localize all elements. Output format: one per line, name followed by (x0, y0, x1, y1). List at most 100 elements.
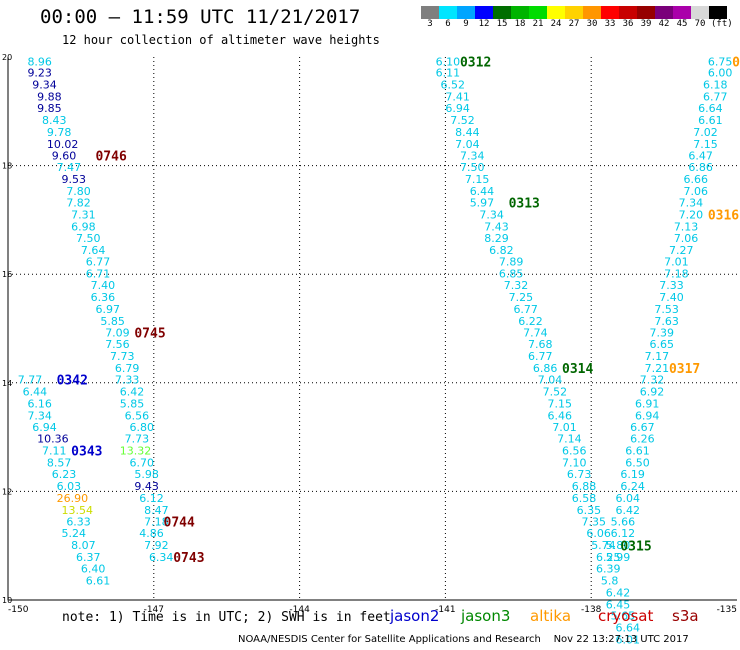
wave-height-label: 5.85 (120, 397, 145, 410)
wave-height-label: 8.43 (42, 114, 67, 127)
colorbar-swatch (709, 6, 727, 19)
wave-height-label: 6.50 (625, 457, 650, 470)
wave-height-label: 9.23 (27, 67, 52, 80)
wave-height-label: 6.44 (23, 385, 48, 398)
wave-height-label: 6.98 (71, 220, 96, 233)
wave-height-label: 7.92 (144, 539, 169, 552)
wave-height-label: 6.85 (499, 268, 524, 281)
wave-height-label: 7.32 (504, 279, 528, 292)
wave-height-label: 6.10 (436, 55, 461, 68)
wave-height-label: 7.21 (645, 362, 670, 375)
colorbar (421, 6, 727, 19)
pass-time-label: 0313 (509, 197, 540, 212)
wave-height-label: 7.13 (674, 220, 699, 233)
legend-item: jason2 (390, 607, 440, 625)
wave-height-label: 6.01 (616, 634, 641, 647)
wave-height-label: 13.54 (61, 504, 93, 517)
colorbar-label: (ft) (711, 19, 733, 29)
wave-height-label: 6.18 (703, 79, 728, 92)
y-tick-label: 16 (2, 270, 12, 279)
colorbar-swatch (547, 6, 565, 19)
wave-height-label: 6.52 (441, 79, 466, 92)
colorbar-label: 9 (463, 19, 469, 29)
pass-time-label: 0744 (164, 515, 195, 530)
wave-height-label: 6.70 (130, 457, 155, 470)
wave-height-label: 7.14 (557, 433, 582, 446)
wave-height-label: 6.22 (518, 315, 543, 328)
pass-time-label: 0316 (708, 208, 739, 223)
x-tick-label: -150 (8, 605, 29, 615)
wave-height-label: 7.40 (659, 291, 684, 304)
pass-time-label: 0312 (460, 55, 491, 70)
wave-height-label: 6.42 (120, 385, 145, 398)
wave-height-label: 7.64 (81, 244, 106, 257)
colorbar-label: 27 (568, 19, 580, 29)
colorbar-label: 24 (550, 19, 562, 29)
wave-height-label: 7.82 (66, 197, 91, 210)
y-tick-label: 18 (2, 162, 12, 171)
units-note: note: 1) Time is in UTC; 2) SWH is in fe… (62, 610, 391, 625)
wave-height-label: 7.20 (679, 208, 704, 221)
wave-height-label: 9.85 (37, 102, 62, 115)
wave-height-label: 6.67 (630, 421, 655, 434)
colorbar-swatch (583, 6, 601, 19)
wave-height-label: 6.11 (436, 67, 461, 80)
wave-height-label: 5.65 (611, 610, 636, 623)
colorbar-label: 15 (496, 19, 508, 29)
wave-height-label: 7.50 (460, 161, 485, 174)
wave-height-label: 9.78 (47, 126, 72, 139)
wave-height-label: 7.73 (125, 433, 150, 446)
wave-height-label: 7.10 (562, 457, 587, 470)
wave-height-label: 7.01 (552, 421, 577, 434)
colorbar-label: 21 (532, 19, 544, 29)
wave-height-label: 7.33 (659, 279, 684, 292)
wave-height-label: 6.42 (606, 586, 631, 599)
wave-height-label: 6.36 (91, 291, 116, 304)
wave-height-label: 7.41 (445, 91, 470, 104)
x-tick-label: -141 (435, 605, 455, 615)
wave-height-label: 6.94 (635, 409, 660, 422)
wave-height-label: 6.65 (650, 338, 675, 351)
wave-height-label: 6.40 (81, 563, 106, 576)
legend-item: altika (530, 607, 572, 625)
wave-height-label: 7.80 (66, 185, 91, 198)
wave-height-label: 6.86 (533, 362, 558, 375)
wave-height-label: 6.44 (470, 185, 495, 198)
colorbar-swatch (691, 6, 709, 19)
wave-height-label: 7.89 (499, 256, 524, 269)
wave-height-label: 6.64 (616, 622, 641, 635)
wave-height-label: 7.25 (509, 291, 533, 304)
wave-height-label: 9.34 (32, 79, 57, 92)
wave-height-label: 6.66 (684, 173, 709, 186)
chart-subtitle: 12 hour collection of altimeter wave hei… (62, 33, 380, 47)
wave-height-label: 8.44 (455, 126, 480, 139)
pass-time-label: 0342 (57, 374, 88, 389)
colorbar-swatch (655, 6, 673, 19)
wave-height-label: 7.06 (674, 232, 699, 245)
wave-height-label: 10.36 (37, 433, 69, 446)
wave-height-label: 9.43 (134, 480, 159, 493)
wave-height-label: 5.24 (61, 527, 86, 540)
footer-credit: NOAA/NESDIS Center for Satellite Applica… (238, 634, 689, 645)
y-tick-label: 20 (2, 53, 12, 62)
wave-height-label: 5.98 (134, 468, 159, 481)
wave-height-label: 7.77 (18, 374, 43, 387)
wave-height-label: 6.25 (596, 551, 621, 564)
wave-height-label: 8.07 (71, 539, 96, 552)
wave-height-label: 7.33 (115, 374, 140, 387)
pass-time-label: 0315 (620, 540, 651, 555)
wave-height-label: 6.16 (27, 397, 52, 410)
wave-height-label: 7.06 (684, 185, 709, 198)
wave-height-label: 7.15 (693, 138, 718, 151)
wave-height-label: 6.03 (57, 480, 82, 493)
wave-height-label: 7.34 (479, 208, 504, 221)
pass-time-label: 0314 (562, 362, 593, 377)
y-tick-label: 10 (2, 596, 12, 605)
wave-height-label: 7.52 (450, 114, 475, 127)
wave-height-label: 7.50 (76, 232, 101, 245)
wave-height-label: 6.73 (567, 468, 592, 481)
wave-height-label: 6.47 (688, 149, 713, 162)
wave-height-label: 7.63 (654, 315, 679, 328)
wave-height-label: 6.75 (708, 55, 733, 68)
